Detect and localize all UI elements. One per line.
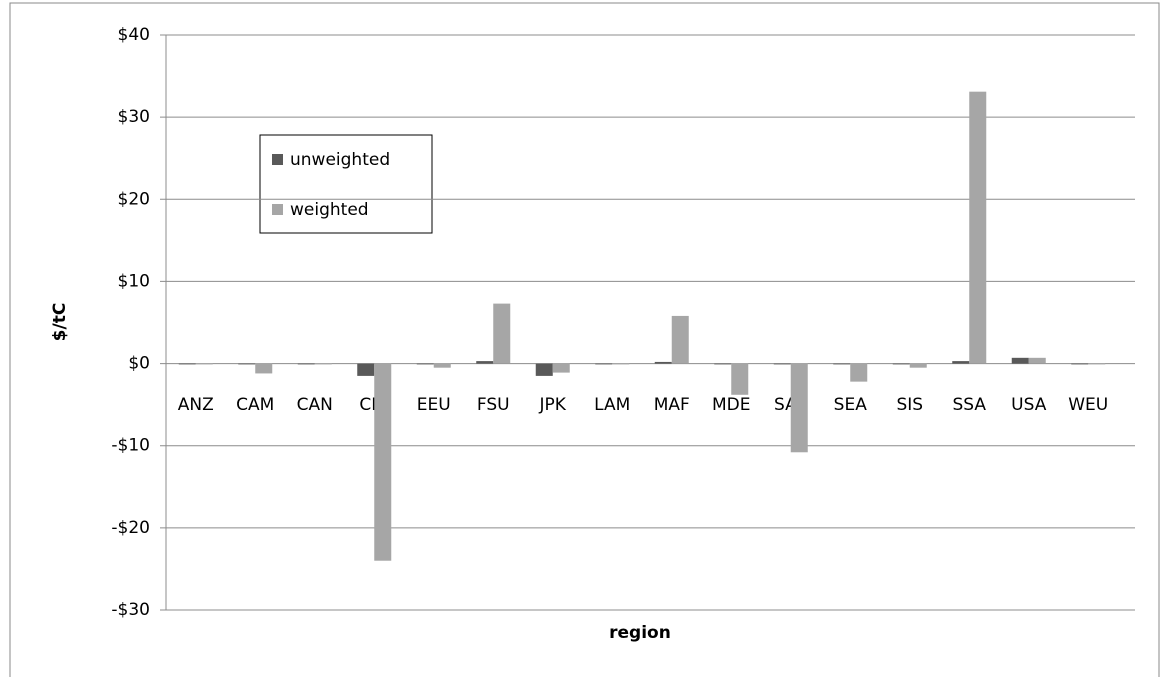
bar <box>195 363 213 365</box>
bar <box>416 363 434 365</box>
x-tick-label: FSU <box>477 395 510 415</box>
y-tick-label: $30 <box>118 107 150 127</box>
bar <box>238 363 256 365</box>
legend-label: unweighted <box>290 150 390 170</box>
x-tick-label: WEU <box>1068 395 1108 415</box>
bar <box>595 363 613 365</box>
bar <box>1011 357 1029 364</box>
bar <box>969 91 987 364</box>
bar <box>714 363 732 365</box>
y-tick-label: $20 <box>118 189 150 209</box>
x-tick-label: CAN <box>297 395 333 415</box>
bar <box>374 363 392 561</box>
x-tick-label: USA <box>1011 395 1047 415</box>
bar <box>671 315 689 364</box>
bar <box>357 363 375 376</box>
y-tick-label: $0 <box>128 354 150 374</box>
y-tick-label: -$30 <box>111 600 150 620</box>
bar <box>493 303 511 364</box>
x-axis-title: region <box>609 623 671 643</box>
x-tick-label: SSA <box>952 395 986 415</box>
y-tick-label: $10 <box>118 271 150 291</box>
bar <box>1028 357 1046 364</box>
legend-label: weighted <box>290 200 369 220</box>
bar <box>833 363 851 365</box>
bar <box>909 363 927 368</box>
y-tick-label: $40 <box>118 25 150 45</box>
bar <box>535 363 553 376</box>
bar <box>773 363 791 365</box>
bar <box>1071 363 1089 365</box>
x-tick-label: CAM <box>236 395 274 415</box>
x-tick-label: MDE <box>712 395 751 415</box>
x-tick-label: SIS <box>896 395 923 415</box>
bar <box>433 363 451 368</box>
bar <box>612 363 630 365</box>
x-tick-label: ANZ <box>178 395 214 415</box>
legend-swatch <box>272 204 283 215</box>
bar <box>790 363 808 453</box>
bar <box>850 363 868 382</box>
x-tick-label: SEA <box>834 395 868 415</box>
bar <box>476 361 494 364</box>
x-tick-label: LAM <box>594 395 630 415</box>
y-tick-label: -$10 <box>111 436 150 456</box>
x-tick-label: MAF <box>654 395 690 415</box>
bar <box>1088 363 1106 365</box>
bar <box>314 363 332 365</box>
bar <box>552 363 570 373</box>
chart-frame <box>9 2 1160 677</box>
x-tick-label: JPK <box>539 395 567 415</box>
x-tick-label: EEU <box>417 395 451 415</box>
bar <box>178 363 196 365</box>
bar <box>654 361 672 364</box>
bar <box>952 361 970 364</box>
bar <box>892 363 910 365</box>
bar <box>255 363 273 374</box>
legend-box <box>259 134 433 234</box>
y-axis-title: $/tC <box>50 303 70 342</box>
legend-swatch <box>272 154 283 165</box>
bar <box>297 363 315 365</box>
bar <box>731 363 749 395</box>
y-tick-label: -$20 <box>111 518 150 538</box>
